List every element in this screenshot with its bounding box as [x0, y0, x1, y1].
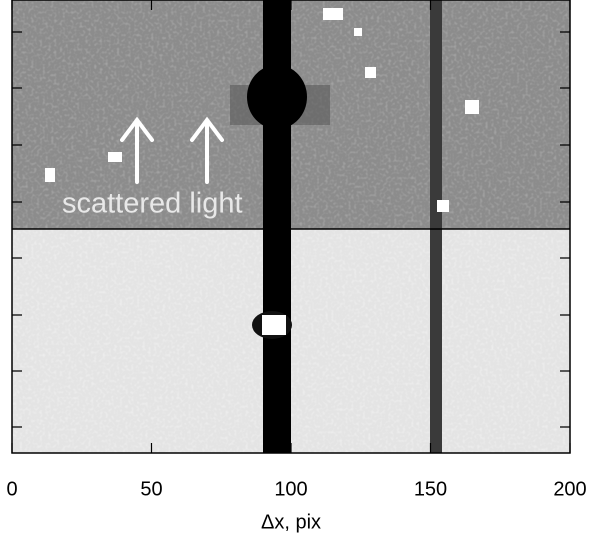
hot-pixel — [465, 100, 479, 114]
arrow — [190, 116, 224, 184]
x-axis-label: Δx, pix — [261, 511, 321, 533]
y-ticks — [12, 31, 570, 428]
saturated — [262, 315, 286, 335]
x-tick-label: 200 — [553, 478, 586, 500]
x-tick-label: 50 — [140, 478, 162, 500]
x-tick-label: 100 — [274, 478, 307, 500]
tick-marks — [12, 31, 570, 428]
annotation: scattered light — [62, 188, 243, 220]
stellar-core — [247, 65, 307, 129]
arrows — [120, 116, 224, 184]
hot-pixel — [354, 28, 362, 36]
hot-pixel — [45, 168, 55, 182]
hot-pixel — [365, 67, 376, 78]
hot-pixel — [323, 8, 343, 20]
image — [12, 0, 570, 453]
arrow — [120, 116, 154, 184]
x-tick-label: 150 — [414, 478, 447, 500]
hot-pixel — [437, 200, 449, 212]
column-trace — [430, 0, 442, 453]
x-tick-label: 0 — [6, 478, 17, 500]
hot-pixel — [108, 152, 122, 162]
